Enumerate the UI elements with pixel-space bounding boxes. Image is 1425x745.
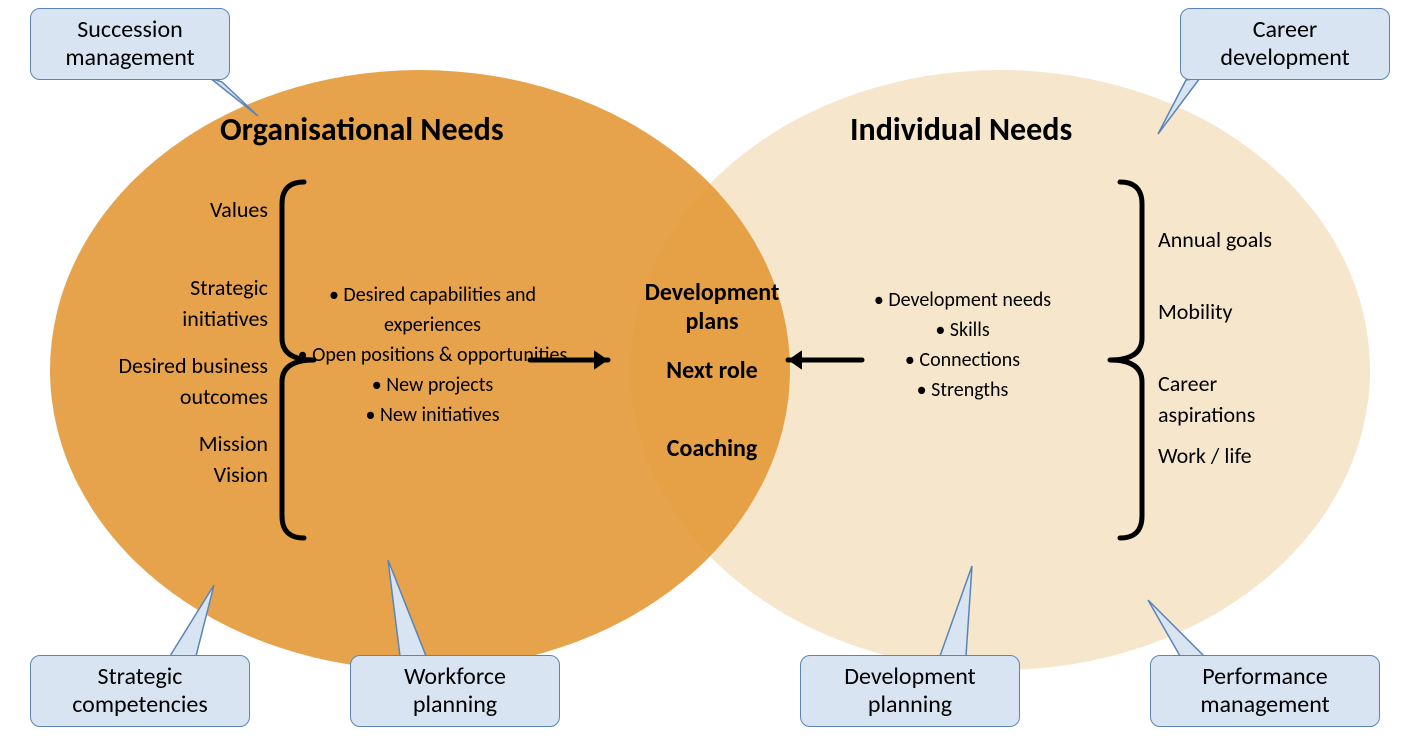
- strategic-comp-callout: Strategic competencies: [30, 655, 250, 727]
- svg-overlay: [0, 0, 1425, 745]
- dev-planning-callout: Development planning: [800, 655, 1020, 727]
- right-bracket: [1110, 182, 1142, 538]
- succession-callout: Succession management: [30, 8, 230, 80]
- dev-planning-callout-tail: [940, 566, 972, 656]
- perf-mgmt-callout: Performance management: [1150, 655, 1380, 727]
- diagram-stage: Organisational Needs Individual Needs De…: [0, 0, 1425, 745]
- left-bracket: [282, 182, 314, 538]
- succession-callout-tail: [210, 78, 258, 116]
- workforce-callout: Workforce planning: [350, 655, 560, 727]
- career-dev-callout: Career development: [1180, 8, 1390, 80]
- career-dev-callout-tail: [1158, 78, 1200, 134]
- strategic-comp-callout-tail: [170, 585, 214, 656]
- perf-mgmt-callout-tail: [1148, 600, 1204, 656]
- workforce-callout-tail: [388, 560, 426, 656]
